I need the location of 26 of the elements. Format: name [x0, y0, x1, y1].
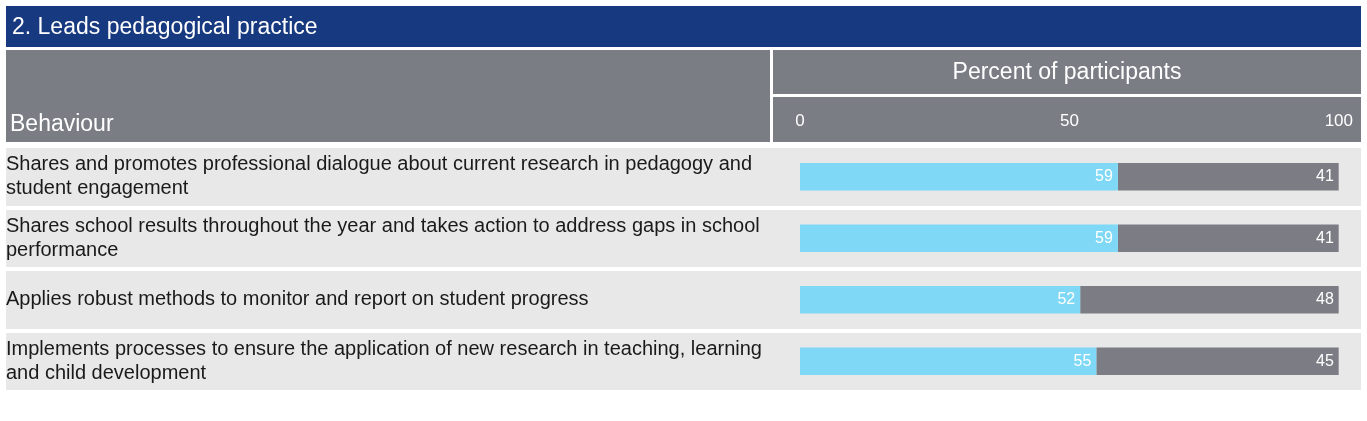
data-label: 41	[1316, 167, 1334, 185]
y-tick-label: Shares and promotes professional dialogue about current research in pedagogy and student engagement	[6, 152, 753, 199]
text: 2. Leads pedagogical practice	[6, 6, 1361, 47]
bar	[1080, 285, 1339, 314]
bar	[1096, 347, 1339, 376]
y-tick-label: Shares school results throughout the year and takes action to address gaps in school performance	[6, 213, 760, 260]
data-label: 55	[1073, 351, 1092, 369]
x-tick-label: 50	[1059, 111, 1079, 131]
data-label: 45	[1316, 351, 1334, 369]
bar	[800, 162, 1118, 191]
bar	[1117, 162, 1339, 191]
y-axis-title: Behaviour	[10, 110, 114, 137]
x-axis-title: Percent of participants	[951, 58, 1183, 85]
data-label: 52	[1057, 290, 1076, 308]
data-label: 59	[1095, 228, 1113, 246]
bar	[800, 224, 1118, 253]
bar	[800, 347, 1097, 376]
bar	[800, 285, 1081, 314]
y-tick-label: Implements processes to ensure the application of new research in teaching, learning and child development	[6, 336, 762, 383]
data-label: 59	[1095, 167, 1113, 185]
y-tick-label: Applies robust methods to monitor and report on student progress	[6, 287, 589, 310]
x-tick-label: 100	[1324, 111, 1354, 131]
x-tick-label: 0	[795, 111, 805, 131]
bar	[1117, 224, 1339, 253]
data-label: 48	[1316, 290, 1334, 308]
data-label: 41	[1316, 228, 1334, 246]
